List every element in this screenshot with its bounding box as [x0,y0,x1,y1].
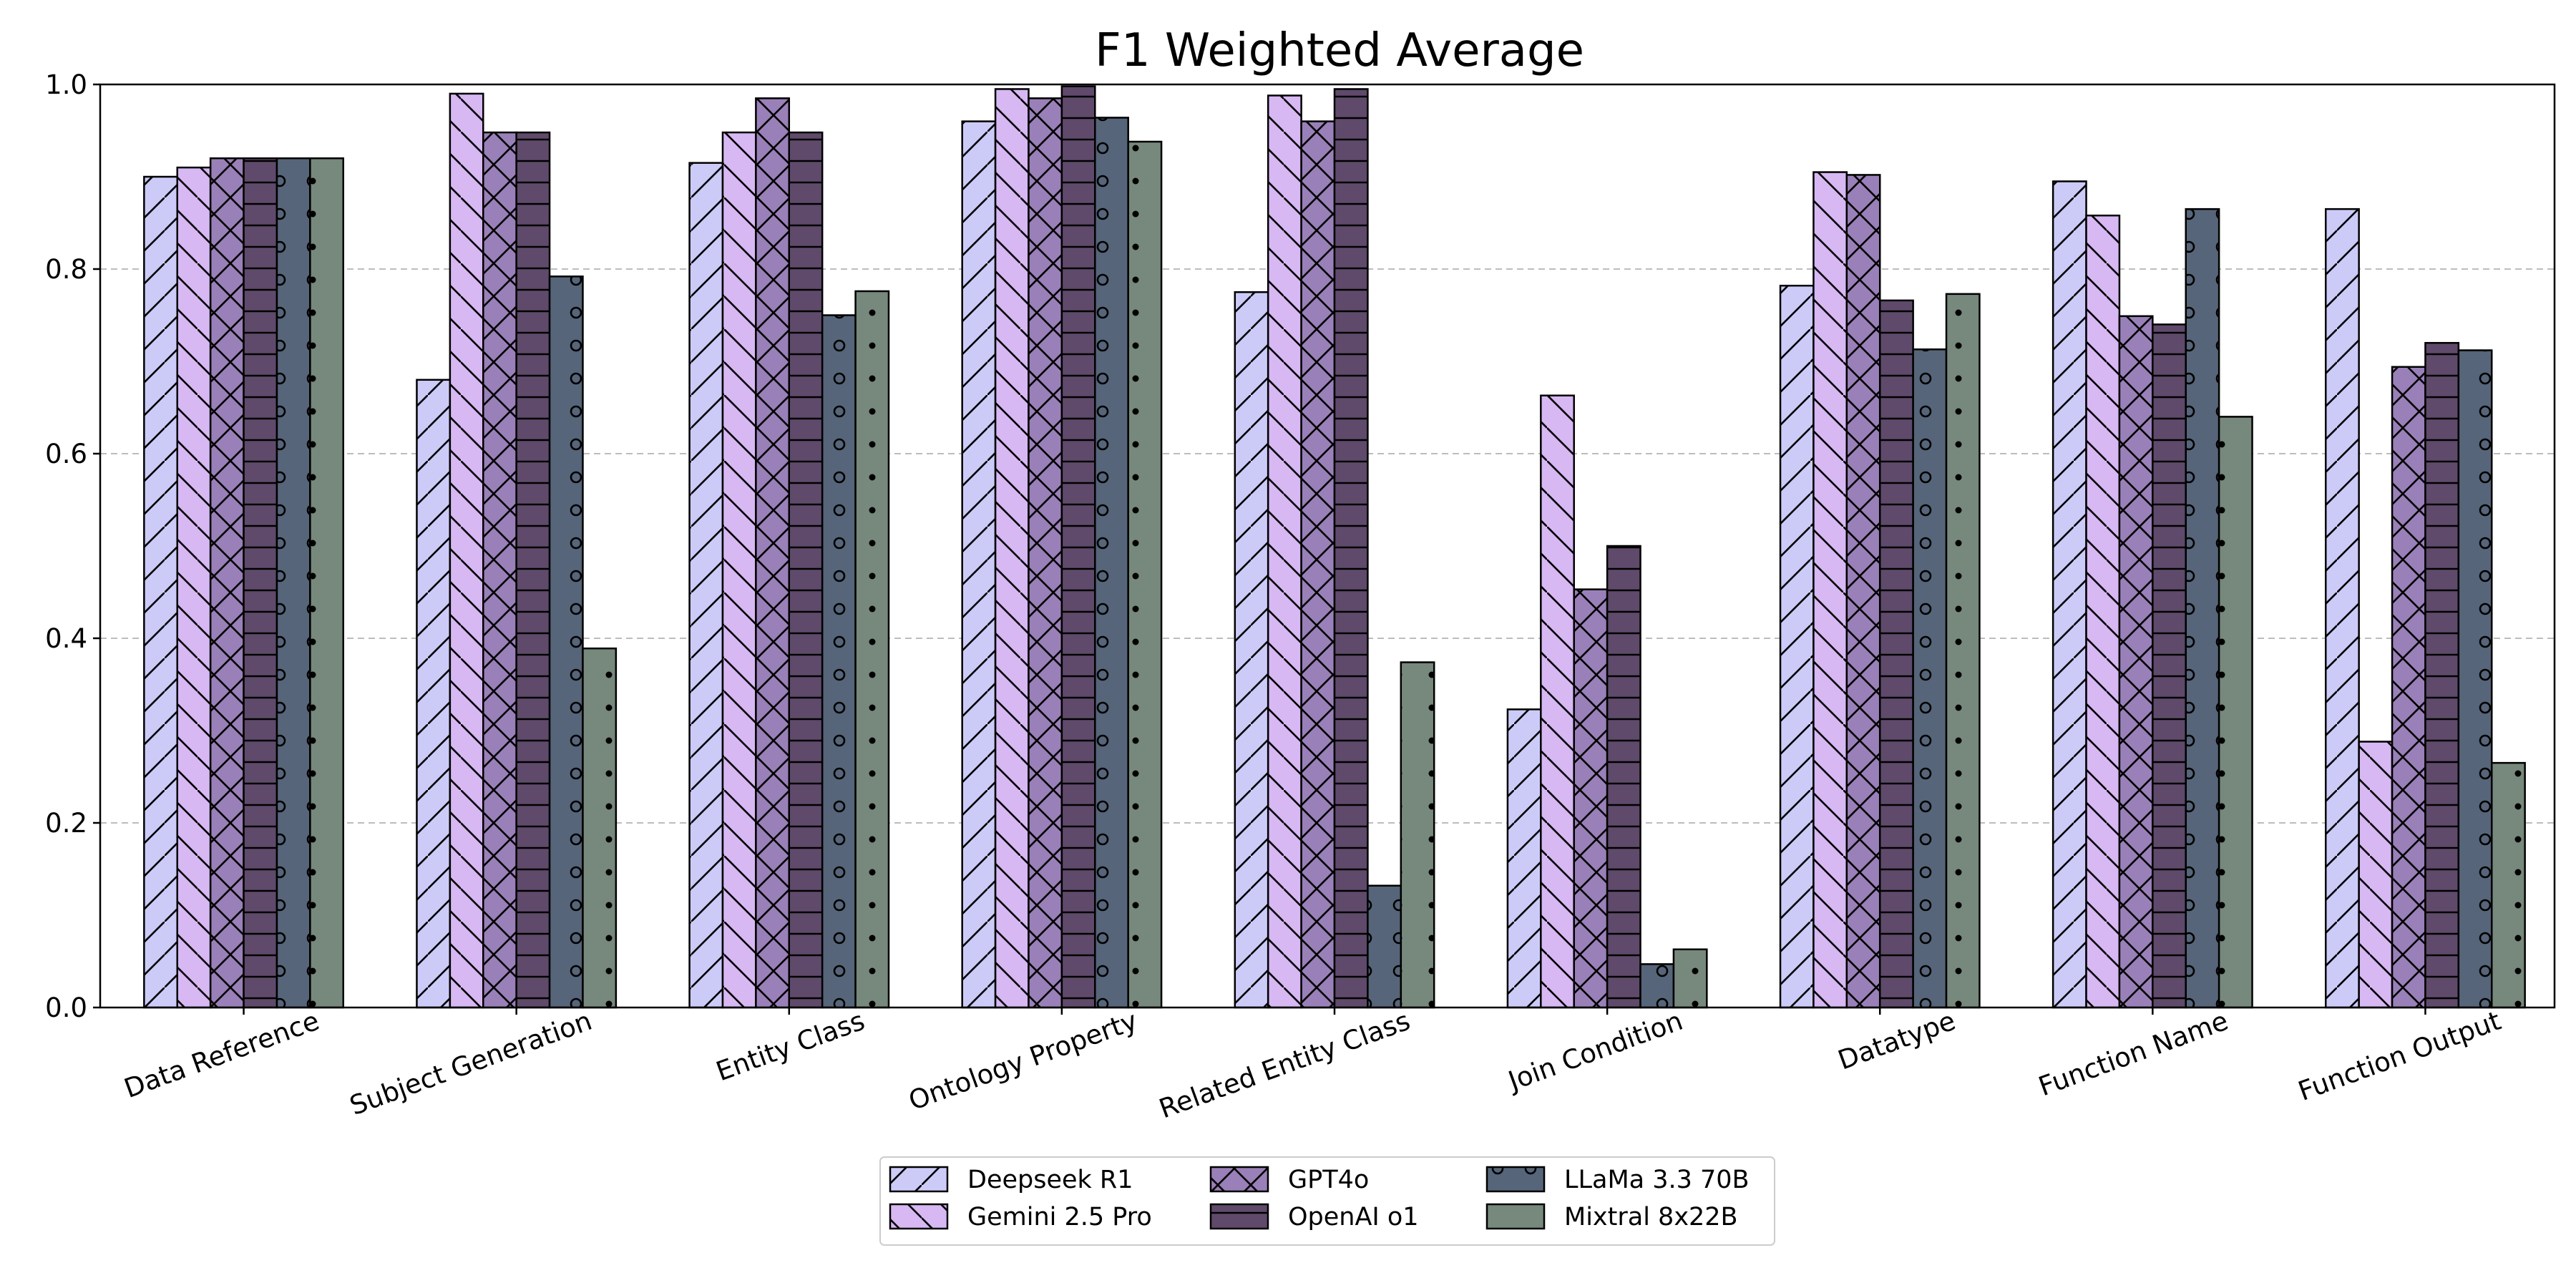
bar [1506,708,1542,1009]
bar [1540,394,1575,1009]
bar [1606,545,1641,1009]
bar [961,120,997,1009]
bar [688,162,724,1009]
bar [548,275,584,1009]
bar [482,131,517,1009]
bar [1300,120,1336,1009]
bar [2457,349,2493,1009]
bar [416,379,452,1009]
y-tick-label: 0.0 [45,992,87,1023]
legend-swatch [889,1166,949,1193]
bar [1672,948,1708,1009]
bar [275,157,311,1009]
legend-label: Deepseek R1 [967,1166,1133,1194]
bar [2085,214,2121,1009]
bar [1573,588,1609,1009]
bar [1845,174,1881,1009]
x-tick-label: Datatype [1834,1005,1959,1076]
bar [1945,293,1981,1009]
bar [2185,208,2220,1009]
bar [1639,963,1675,1009]
bar [582,647,618,1009]
legend-box [879,1156,1775,1246]
legend-swatch [1485,1203,1546,1230]
plot-frame [99,83,2556,1009]
bar [2424,341,2460,1009]
bar [2051,180,2087,1009]
bar [1234,291,1269,1009]
x-tick-label: Join Condition [1503,1005,1687,1098]
bar [788,131,824,1009]
bar [449,92,484,1009]
bar [2391,366,2426,1009]
bar [1367,884,1402,1009]
y-tick-label: 0.2 [45,808,87,839]
bar [994,88,1030,1009]
chart-title: F1 Weighted Average [1095,24,1584,77]
x-tick-label: Data Reference [120,1005,323,1104]
x-tick-label: Ontology Property [904,1005,1141,1116]
y-tick-label: 1.0 [45,69,87,100]
bar [1094,117,1129,1009]
legend-label: Mixtral 8x22B [1564,1203,1738,1231]
legend-label: Gemini 2.5 Pro [967,1203,1152,1231]
bar [721,131,757,1009]
y-axis: 0.0 0.2 0.4 0.6 0.8 1.0 [45,69,100,1023]
y-tick-label: 0.4 [45,623,87,654]
bar [1400,661,1435,1009]
bar [1878,299,1914,1009]
x-axis: Data Reference Subject Generation Entity C… [120,1005,2505,1125]
bar [143,175,179,1009]
bar [1060,85,1096,1009]
y-tick-label: 0.6 [45,439,87,469]
bar [1028,97,1063,1009]
bar [2358,741,2394,1009]
legend-swatch [1485,1166,1546,1193]
bar [1779,284,1815,1009]
legend-swatch [1209,1203,1269,1230]
bar [1127,140,1163,1009]
legend: Deepseek R1 Gemini 2.5 Pro GPT4o OpenAI o1 L… [879,1156,1775,1246]
bar [1267,94,1302,1009]
bar [209,157,245,1009]
y-tick-label: 0.8 [45,254,87,285]
bars [143,85,2526,1009]
bar [309,157,345,1009]
x-tick-label: Subject Generation [346,1005,596,1121]
x-tick-label: Function Output [2294,1005,2504,1107]
legend-label: LLaMa 3.3 70B [1564,1166,1750,1194]
bar [854,290,890,1009]
legend-label: OpenAI o1 [1288,1203,1419,1231]
bar [2324,208,2360,1009]
bar [1333,88,1369,1009]
bar [2490,761,2526,1009]
bar [2152,323,2187,1009]
x-tick-label: Entity Class [712,1005,869,1088]
legend-swatch [1209,1166,1269,1193]
bar [515,131,551,1009]
x-tick-label: Function Name [2034,1005,2232,1103]
bar [2218,416,2253,1009]
bar [1912,348,1948,1009]
legend-label: GPT4o [1288,1166,1369,1194]
bar [176,166,212,1009]
legend-swatch [889,1203,949,1230]
bar [755,97,791,1009]
bar [243,157,278,1009]
x-tick-label: Related Entity Class [1155,1005,1414,1125]
bar [1813,171,1848,1009]
bar [821,314,857,1009]
bar [2118,315,2154,1009]
